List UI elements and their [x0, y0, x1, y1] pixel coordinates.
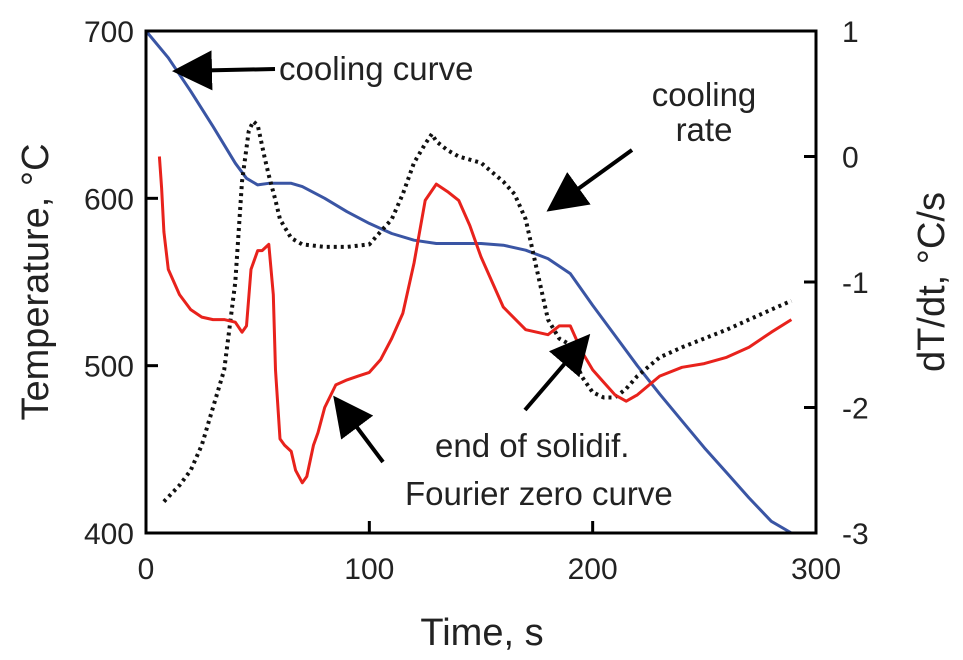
annotation-end-solidif: end of solidif. [435, 427, 629, 464]
annotation-arrows [172, 50, 634, 464]
x-tick-label: 100 [344, 553, 394, 586]
arrow-fourier [333, 395, 385, 464]
y-left-tick-label: 600 [84, 183, 134, 216]
x-tick-label: 200 [568, 553, 618, 586]
arrow-cooling-curve [172, 50, 276, 91]
series-cooling-curve [144, 30, 793, 535]
y-left-axis-title: Temperature, °C [15, 143, 57, 420]
y-left-tick-label: 700 [84, 16, 134, 49]
series-layer [144, 30, 793, 535]
y-left-tick-label: 500 [84, 351, 134, 384]
annotation-cooling-curve: cooling curve [279, 50, 473, 87]
x-tick-label: 300 [791, 553, 841, 586]
y-left-tick-label: 400 [84, 518, 134, 551]
annotation-fourier: Fourier zero curve [405, 475, 673, 512]
y-right-tick-label: 0 [842, 142, 859, 175]
x-axis-title: Time, s [420, 612, 543, 654]
annotation-cooling-rate-line2: rate [676, 111, 733, 148]
y-right-axis-title: dT/dt, °C/s [911, 192, 953, 372]
series-fourier-zero-curve [157, 156, 793, 485]
arrow-end-solidif [523, 333, 591, 412]
y-right-tick-label: -3 [842, 518, 869, 551]
y-right-tick-label: 1 [842, 16, 859, 49]
y-right-tick-label: -2 [842, 393, 869, 426]
ticks-layer: 0 100 200 300 400 500 600 700 -3 -2 -1 0 1 [84, 16, 869, 586]
x-tick-label: 0 [138, 553, 155, 586]
annotation-cooling-rate-line1: cooling [652, 76, 757, 113]
arrow-cooling-rate [546, 148, 634, 212]
y-right-tick-label: -1 [842, 267, 869, 300]
